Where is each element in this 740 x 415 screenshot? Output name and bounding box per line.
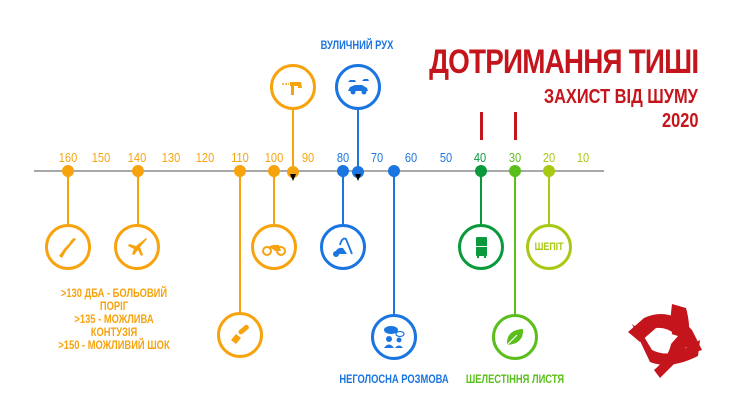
warning-line: >150 - МОЖЛИВИЙ ШОК bbox=[58, 338, 170, 352]
connector-line bbox=[273, 176, 275, 226]
conversation-icon bbox=[384, 326, 405, 348]
decibel-axis bbox=[34, 170, 604, 172]
tick-20: 20 bbox=[542, 150, 556, 165]
tick-140: 140 bbox=[127, 150, 147, 165]
year-label: 2020 bbox=[661, 110, 698, 132]
chainsaw-icon bbox=[231, 324, 249, 344]
marker-rifle bbox=[45, 224, 91, 270]
whisper-label: ШЕПІТ bbox=[534, 241, 564, 253]
marker-motorcycle bbox=[251, 224, 297, 270]
page-subtitle: ЗАХИСТ ВІД ШУМУ bbox=[543, 86, 698, 108]
label-leaves: ШЕЛЕСТІННЯ ЛИСТЯ bbox=[465, 372, 565, 386]
refrigerator-icon bbox=[476, 237, 487, 258]
pain-threshold-notes: >130 ДБА - БОЛЬОВИЙ ПОРІГ >135 - МОЖЛИВА… bbox=[52, 287, 177, 352]
marker-whisper: ШЕПІТ bbox=[526, 224, 572, 270]
tick-60: 60 bbox=[404, 150, 418, 165]
fighter-jet-icon bbox=[128, 238, 147, 256]
motorcycle-icon bbox=[262, 245, 286, 256]
tick-40: 40 bbox=[473, 150, 487, 165]
marker-chainsaw bbox=[217, 312, 263, 358]
pin-40 bbox=[475, 165, 487, 180]
triskelion-logo-icon bbox=[628, 304, 702, 378]
pin-110 bbox=[234, 165, 246, 180]
marker-drill bbox=[270, 64, 316, 110]
vacuum-icon bbox=[333, 237, 353, 257]
pin-80 bbox=[337, 165, 349, 180]
connector-line bbox=[548, 176, 550, 226]
marker-fridge bbox=[458, 224, 504, 270]
connector-line bbox=[357, 108, 359, 170]
tick-160: 160 bbox=[58, 150, 78, 165]
tick-120: 120 bbox=[195, 150, 215, 165]
norm-limit-bar-40 bbox=[480, 112, 483, 140]
tick-130: 130 bbox=[161, 150, 181, 165]
tick-90: 90 bbox=[301, 150, 315, 165]
connector-line bbox=[393, 176, 395, 316]
pin-160 bbox=[62, 165, 74, 180]
pin-20 bbox=[543, 165, 555, 180]
tick-150: 150 bbox=[91, 150, 111, 165]
label-traffic: ВУЛИЧНИЙ РУХ bbox=[320, 38, 394, 52]
leaf-icon bbox=[506, 329, 524, 346]
pin-30 bbox=[509, 165, 521, 180]
marker-leaves bbox=[492, 314, 538, 360]
marker-vacuum bbox=[320, 224, 366, 270]
tick-50: 50 bbox=[439, 150, 453, 165]
rifle-icon bbox=[59, 238, 76, 258]
pin-140 bbox=[132, 165, 144, 180]
brand-logo bbox=[620, 300, 710, 380]
tick-10: 10 bbox=[576, 150, 590, 165]
page-title: ДОТРИМАННЯ ТИШІ bbox=[428, 43, 699, 81]
tick-80: 80 bbox=[336, 150, 350, 165]
pin-95 bbox=[287, 166, 299, 181]
tick-70: 70 bbox=[370, 150, 384, 165]
tick-30: 30 bbox=[508, 150, 522, 165]
warning-line: >135 - МОЖЛИВА КОНТУЗІЯ bbox=[74, 312, 154, 339]
tick-100: 100 bbox=[264, 150, 284, 165]
connector-line bbox=[239, 176, 241, 314]
pin-75 bbox=[352, 166, 364, 181]
marker-traffic bbox=[335, 64, 381, 110]
connector-line bbox=[137, 176, 139, 226]
marker-jet bbox=[114, 224, 160, 270]
connector-line bbox=[514, 176, 516, 316]
label-conversation: НЕГОЛОСНА РОЗМОВА bbox=[339, 372, 449, 386]
tick-110: 110 bbox=[231, 150, 249, 165]
norm-limit-bar-30 bbox=[514, 112, 517, 140]
warning-line: >130 ДБА - БОЛЬОВИЙ ПОРІГ bbox=[60, 286, 168, 313]
connector-line bbox=[480, 176, 482, 226]
connector-line bbox=[342, 176, 344, 226]
connector-line bbox=[67, 176, 69, 226]
pin-100 bbox=[268, 165, 280, 180]
cars-icon bbox=[348, 79, 369, 95]
drill-icon bbox=[282, 82, 302, 95]
marker-conversation bbox=[371, 314, 417, 360]
pin-65 bbox=[388, 165, 400, 180]
connector-line bbox=[292, 108, 294, 170]
